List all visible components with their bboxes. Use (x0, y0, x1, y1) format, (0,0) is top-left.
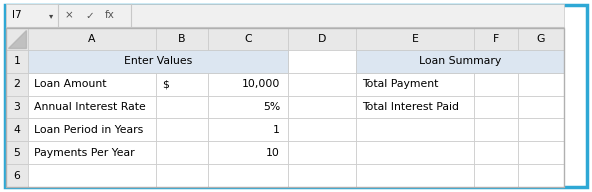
Text: D: D (318, 34, 326, 44)
Text: 5: 5 (14, 148, 21, 158)
Polygon shape (8, 30, 26, 48)
Bar (156, 50, 208, 73)
Bar (288, 28, 356, 50)
Bar (518, 50, 564, 73)
Bar (6, 4, 564, 27)
Text: 5%: 5% (263, 102, 280, 112)
Text: Annual Interest Rate: Annual Interest Rate (34, 102, 146, 112)
Bar (474, 118, 518, 141)
Bar (474, 50, 518, 73)
Bar (356, 50, 474, 73)
Text: 6: 6 (14, 170, 21, 181)
Bar (474, 141, 518, 164)
Bar (28, 50, 288, 73)
Text: B: B (178, 34, 186, 44)
Bar (28, 50, 156, 73)
Text: G: G (537, 34, 545, 44)
Text: I7: I7 (12, 11, 22, 21)
Bar (288, 164, 356, 187)
Text: fx: fx (105, 11, 115, 21)
Bar (156, 73, 208, 96)
Bar (156, 118, 208, 141)
Bar (208, 164, 288, 187)
Text: Total Interest Paid: Total Interest Paid (362, 102, 459, 112)
Text: F: F (493, 34, 499, 44)
Bar (28, 118, 156, 141)
Bar (356, 50, 564, 73)
Bar (518, 164, 564, 187)
Bar (156, 141, 208, 164)
Bar (156, 96, 208, 118)
Bar (474, 164, 518, 187)
Bar (356, 73, 474, 96)
Bar (208, 96, 288, 118)
Bar (28, 28, 156, 50)
Bar (518, 28, 564, 50)
Text: Payments Per Year: Payments Per Year (34, 148, 134, 158)
Text: Loan Period in Years: Loan Period in Years (34, 125, 143, 135)
Bar (288, 73, 356, 96)
Bar (6, 96, 28, 118)
Text: Loan Summary: Loan Summary (419, 56, 501, 66)
Bar (28, 164, 156, 187)
Text: 2: 2 (14, 79, 21, 89)
Bar (288, 96, 356, 118)
Text: E: E (411, 34, 419, 44)
Bar (474, 73, 518, 96)
Bar (6, 141, 28, 164)
Text: ▾: ▾ (49, 11, 53, 20)
Bar (288, 50, 356, 73)
Bar (518, 96, 564, 118)
Text: Total Payment: Total Payment (362, 79, 438, 89)
Bar (28, 141, 156, 164)
Bar (474, 28, 518, 50)
Text: ×: × (65, 11, 74, 21)
Bar (208, 141, 288, 164)
Text: ✓: ✓ (85, 11, 94, 21)
Bar (518, 141, 564, 164)
Text: 4: 4 (14, 125, 21, 135)
Bar (6, 50, 28, 73)
Text: C: C (244, 34, 252, 44)
Bar (208, 73, 288, 96)
Text: 3: 3 (14, 102, 21, 112)
Text: Enter Values: Enter Values (124, 56, 192, 66)
Text: $: $ (162, 79, 169, 89)
Bar (156, 28, 208, 50)
Bar (28, 73, 156, 96)
Bar (6, 4, 58, 27)
Bar (208, 50, 288, 73)
Bar (356, 28, 474, 50)
Bar (6, 73, 28, 96)
Bar (356, 141, 474, 164)
Bar (208, 28, 288, 50)
Bar (288, 118, 356, 141)
Text: 1: 1 (14, 56, 21, 66)
Text: 1: 1 (273, 125, 280, 135)
Bar (6, 28, 28, 50)
Text: Loan Amount: Loan Amount (34, 79, 107, 89)
Bar (28, 96, 156, 118)
Bar (208, 118, 288, 141)
Bar (356, 96, 474, 118)
Bar (6, 28, 564, 187)
Bar (156, 164, 208, 187)
Text: A: A (88, 34, 96, 44)
Text: 10: 10 (266, 148, 280, 158)
Bar (6, 164, 28, 187)
FancyBboxPatch shape (5, 5, 587, 187)
Bar (288, 141, 356, 164)
Bar (518, 73, 564, 96)
Bar (356, 164, 474, 187)
Bar (6, 118, 28, 141)
Bar (474, 96, 518, 118)
Text: 10,000: 10,000 (242, 79, 280, 89)
Bar (356, 118, 474, 141)
Bar (518, 118, 564, 141)
